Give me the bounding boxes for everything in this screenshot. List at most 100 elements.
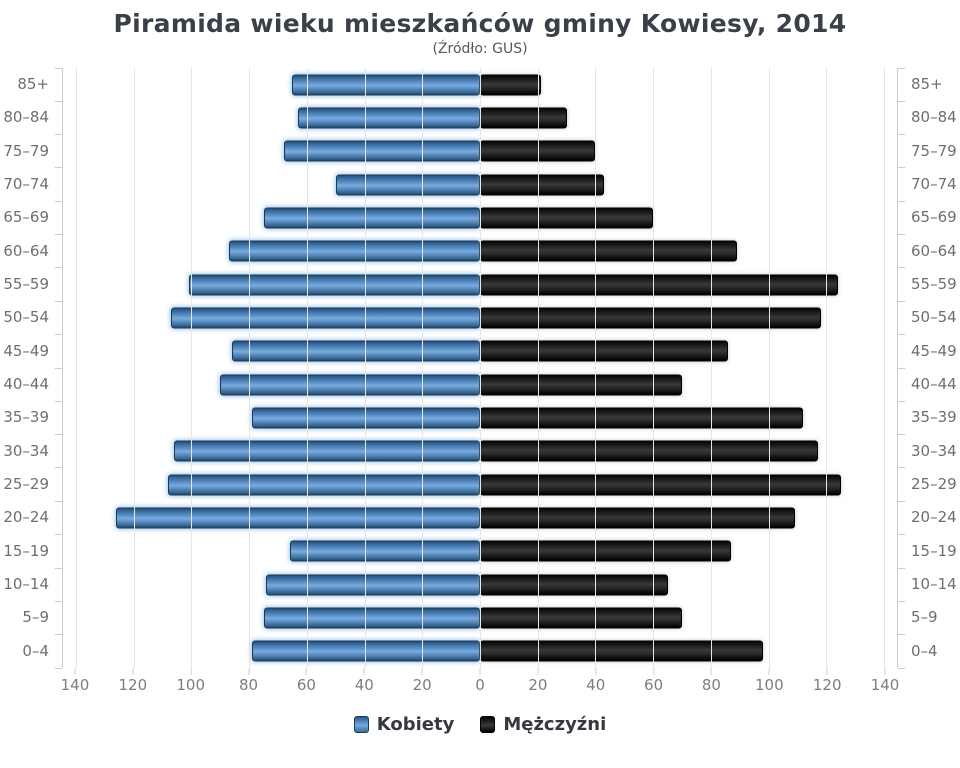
bar-mezczyzni bbox=[480, 607, 683, 629]
chart-subtitle: (Źródło: GUS) bbox=[432, 41, 528, 57]
category-tick bbox=[898, 400, 905, 402]
age-label-left: 60–64 bbox=[3, 241, 49, 260]
legend: Kobiety Mężczyźni bbox=[0, 714, 960, 735]
x-axis-tick-label: 120 bbox=[812, 676, 842, 694]
x-axis-tick-label: 80 bbox=[701, 676, 721, 694]
bar-mezczyzni bbox=[480, 574, 668, 596]
age-label-right: 40–44 bbox=[911, 374, 957, 393]
age-label-right: 65–69 bbox=[911, 208, 957, 227]
gridline bbox=[306, 68, 308, 668]
age-label-left: 75–79 bbox=[3, 141, 49, 160]
age-label-right: 45–49 bbox=[911, 341, 957, 360]
age-axis-left: 85+ 80–84 75–79 70–74 65–69 60–64 55–59 50–54 45… bbox=[0, 68, 62, 668]
category-tick bbox=[55, 567, 62, 569]
category-tick bbox=[55, 67, 62, 69]
category-tick bbox=[898, 434, 905, 436]
x-axis-tick bbox=[132, 668, 134, 675]
bar-mezczyzni bbox=[480, 274, 838, 296]
age-row bbox=[63, 68, 897, 101]
category-tick bbox=[898, 300, 905, 302]
category-tick bbox=[898, 467, 905, 469]
age-label-left: 45–49 bbox=[3, 341, 49, 360]
category-tick bbox=[55, 600, 62, 602]
category-tick bbox=[898, 534, 905, 536]
category-tick bbox=[898, 600, 905, 602]
bar-kobiety bbox=[220, 374, 480, 396]
age-row bbox=[63, 501, 897, 534]
age-label-right: 35–39 bbox=[911, 408, 957, 427]
bar-kobiety bbox=[252, 640, 480, 662]
x-axis-tick bbox=[768, 668, 770, 675]
bar-mezczyzni bbox=[480, 374, 683, 396]
category-tick bbox=[55, 167, 62, 169]
gridline bbox=[249, 68, 251, 668]
age-label-left: 70–74 bbox=[3, 174, 49, 193]
x-axis-tick bbox=[479, 668, 481, 675]
x-axis-tick-label: 0 bbox=[475, 676, 485, 694]
bar-mezczyzni bbox=[480, 107, 567, 129]
gridline bbox=[768, 68, 770, 668]
age-label-right: 80–84 bbox=[911, 108, 957, 127]
age-label-right: 25–29 bbox=[911, 474, 957, 493]
age-row bbox=[63, 535, 897, 568]
category-tick bbox=[898, 500, 905, 502]
chart-title: Piramida wieku mieszkańców gminy Kowiesy… bbox=[113, 9, 847, 38]
bar-mezczyzni bbox=[480, 440, 818, 462]
age-row bbox=[63, 268, 897, 301]
gridline bbox=[133, 68, 135, 668]
legend-item-kobiety: Kobiety bbox=[353, 714, 454, 735]
bar-kobiety bbox=[168, 474, 480, 496]
bar-kobiety bbox=[228, 240, 480, 262]
gridline bbox=[191, 68, 193, 668]
category-tick bbox=[898, 567, 905, 569]
age-label-right: 60–64 bbox=[911, 241, 957, 260]
x-axis-tick bbox=[421, 668, 423, 675]
age-row bbox=[63, 368, 897, 401]
gridline bbox=[884, 68, 886, 668]
bar-mezczyzni bbox=[480, 540, 732, 562]
legend-swatch-mezczyzni-icon bbox=[480, 716, 496, 733]
age-row bbox=[63, 468, 897, 501]
gridline bbox=[75, 68, 77, 668]
bar-mezczyzni bbox=[480, 407, 804, 429]
category-tick bbox=[898, 167, 905, 169]
bar-mezczyzni bbox=[480, 207, 654, 229]
gridline bbox=[537, 68, 539, 668]
bar-mezczyzni bbox=[480, 174, 605, 196]
x-axis-tick-label: 20 bbox=[528, 676, 548, 694]
bar-kobiety bbox=[292, 74, 480, 96]
age-label-left: 50–54 bbox=[3, 308, 49, 327]
bar-kobiety bbox=[263, 607, 480, 629]
category-tick bbox=[55, 134, 62, 136]
bar-kobiety bbox=[266, 574, 480, 596]
age-row bbox=[63, 101, 897, 134]
age-axis-right: 85+ 80–84 75–79 70–74 65–69 60–64 55–59 50–54 45… bbox=[898, 68, 960, 668]
age-label-left: 15–19 bbox=[3, 541, 49, 560]
gridline bbox=[826, 68, 828, 668]
category-tick bbox=[55, 200, 62, 202]
category-tick bbox=[898, 234, 905, 236]
x-axis-tick-label: 140 bbox=[870, 676, 900, 694]
age-label-right: 75–79 bbox=[911, 141, 957, 160]
gridline bbox=[422, 68, 424, 668]
x-axis-tick-label: 100 bbox=[176, 676, 205, 694]
x-axis-tick bbox=[305, 668, 307, 675]
bar-kobiety bbox=[188, 274, 480, 296]
category-tick bbox=[55, 367, 62, 369]
x-axis-tick-label: 80 bbox=[239, 676, 259, 694]
category-tick bbox=[898, 100, 905, 102]
age-label-left: 30–34 bbox=[3, 441, 49, 460]
category-tick bbox=[898, 200, 905, 202]
category-tick bbox=[55, 634, 62, 636]
x-axis-right-spacer bbox=[898, 668, 960, 698]
x-axis-tick bbox=[826, 668, 828, 675]
category-tick bbox=[55, 434, 62, 436]
x-axis-tick-label: 60 bbox=[644, 676, 664, 694]
legend-swatch-kobiety-icon bbox=[353, 716, 369, 733]
x-axis-tick bbox=[363, 668, 365, 675]
x-axis-tick-label: 40 bbox=[354, 676, 374, 694]
age-label-right: 70–74 bbox=[911, 174, 957, 193]
x-axis-tick bbox=[190, 668, 192, 675]
gridline bbox=[653, 68, 655, 668]
